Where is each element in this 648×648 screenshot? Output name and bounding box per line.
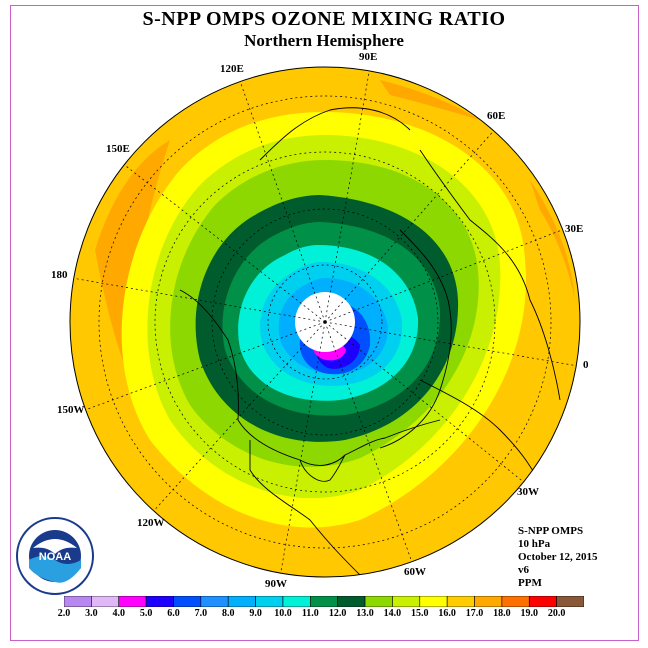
colorbar-swatch bbox=[255, 596, 284, 607]
lon-label-30w: 30W bbox=[517, 486, 539, 498]
lon-label-180: 180 bbox=[51, 269, 68, 281]
lon-label-150e: 150E bbox=[106, 143, 130, 155]
lon-label-150w: 150W bbox=[57, 404, 85, 416]
lon-label-60w: 60W bbox=[404, 566, 426, 578]
colorbar-swatch bbox=[91, 596, 120, 607]
info-version: v6 bbox=[518, 564, 529, 576]
colorbar-tick-label: 6.0 bbox=[167, 608, 180, 619]
colorbar-swatch bbox=[446, 596, 475, 607]
colorbar-swatch bbox=[392, 596, 421, 607]
colorbar-swatch bbox=[528, 596, 557, 607]
map-subtitle: Northern Hemisphere bbox=[244, 31, 404, 50]
colorbar-tick-label: 14.0 bbox=[383, 608, 402, 619]
colorbar-tick-label: 3.0 bbox=[85, 608, 98, 619]
colorbar-swatch bbox=[364, 596, 393, 607]
colorbar-swatch bbox=[501, 596, 530, 607]
colorbar-swatch bbox=[556, 596, 584, 607]
colorbar-tick-label: 5.0 bbox=[139, 608, 153, 619]
info-block: S-NPP OMPS 10 hPa October 12, 2015 v6 PP… bbox=[518, 525, 598, 590]
info-pressure: 10 hPa bbox=[518, 538, 551, 550]
colorbar-swatch bbox=[145, 596, 174, 607]
lon-label-90e: 90E bbox=[359, 51, 378, 63]
noaa-logo-text: NOAA bbox=[39, 551, 71, 563]
lon-label-0: 0 bbox=[583, 359, 589, 371]
colorbar-tick-label: 4.0 bbox=[112, 608, 125, 619]
info-instrument: S-NPP OMPS bbox=[518, 525, 584, 537]
colorbar-swatch bbox=[173, 596, 202, 607]
colorbar-swatch bbox=[419, 596, 448, 607]
noaa-logo: NOAA bbox=[16, 517, 94, 595]
ozone-patch-17-north bbox=[380, 80, 480, 120]
lon-label-90w: 90W bbox=[265, 578, 287, 590]
colorbar-tick-label: 10.0 bbox=[274, 608, 292, 619]
colorbar-tick-label: 8.0 bbox=[221, 608, 235, 619]
colorbar-tick-label: 2.0 bbox=[57, 608, 71, 619]
info-date: October 12, 2015 bbox=[518, 551, 598, 563]
meridians bbox=[71, 67, 579, 577]
colorbar-swatch bbox=[227, 596, 256, 607]
colorbar-tick-label: 7.0 bbox=[194, 608, 208, 619]
lon-label-120e: 120E bbox=[220, 63, 244, 75]
colorbar-swatch bbox=[310, 596, 338, 607]
colorbar-ticks: 2.0 3.0 4.0 5.0 6.0 7.0 8.0 9.0 10.0 11.0 12.0 13.0… bbox=[0, 608, 648, 622]
colorbar-swatch bbox=[337, 596, 366, 607]
colorbar-swatch bbox=[474, 596, 503, 607]
latitude-circles bbox=[98, 95, 552, 549]
colorbar-tick-label: 12.0 bbox=[328, 608, 347, 619]
colorbar-swatch bbox=[282, 596, 311, 607]
colorbar-swatch bbox=[118, 596, 147, 607]
lon-label-120w: 120W bbox=[137, 517, 165, 529]
colorbar-tick-label: 13.0 bbox=[356, 608, 374, 619]
info-units: PPM bbox=[518, 577, 542, 589]
colorbar bbox=[64, 596, 584, 607]
colorbar-swatch bbox=[64, 596, 92, 607]
lon-label-30e: 30E bbox=[565, 223, 584, 235]
colorbar-tick-label: 18.0 bbox=[493, 608, 511, 619]
colorbar-tick-label: 20.0 bbox=[547, 608, 566, 619]
colorbar-tick-label: 11.0 bbox=[301, 608, 319, 619]
colorbar-tick-label: 16.0 bbox=[438, 608, 456, 619]
ozone-patch-17-east bbox=[530, 180, 575, 300]
colorbar-tick-label: 19.0 bbox=[520, 608, 539, 619]
map-boundary bbox=[69, 66, 581, 578]
colorbar-swatch bbox=[200, 596, 229, 607]
map-title: S-NPP OMPS OZONE MIXING RATIO bbox=[142, 8, 506, 30]
colorbar-tick-label: 9.0 bbox=[249, 608, 262, 619]
lon-label-60e: 60E bbox=[487, 110, 506, 122]
colorbar-tick-label: 15.0 bbox=[411, 608, 429, 619]
colorbar-tick-label: 17.0 bbox=[465, 608, 484, 619]
